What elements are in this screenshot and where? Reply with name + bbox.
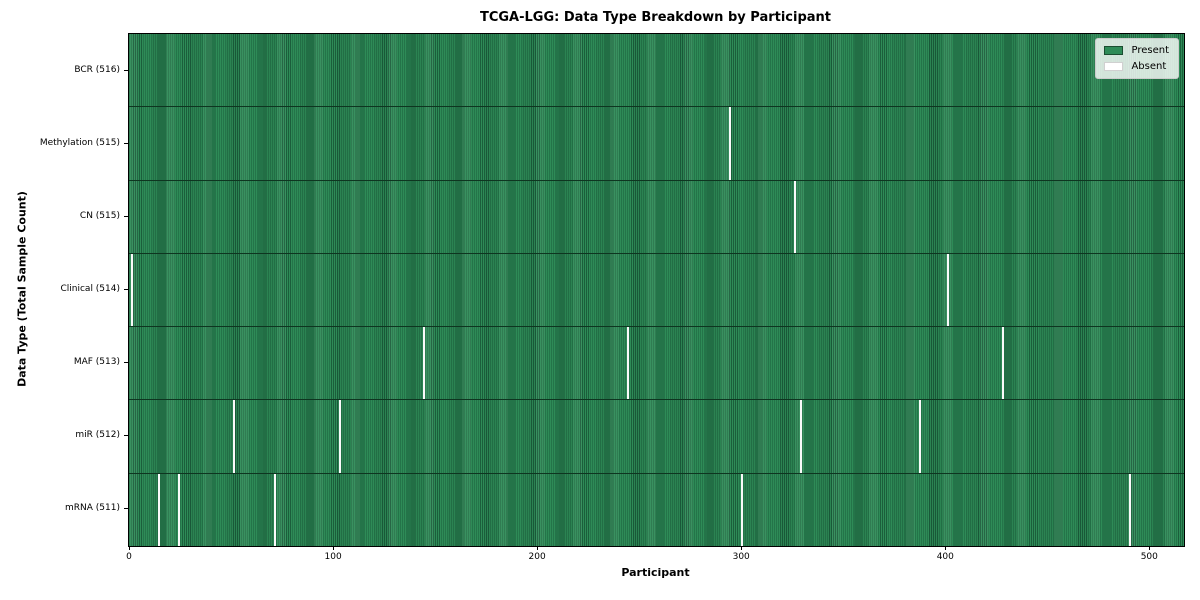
x-tick-mark <box>741 546 743 550</box>
y-tick-label-maf: MAF (513) <box>73 357 120 368</box>
y-tick-label-mrna: mRNA (511) <box>65 503 120 514</box>
heatmap-row-cn <box>129 179 1184 253</box>
x-tick-label-400: 400 <box>936 552 954 562</box>
legend-label-present: Present <box>1131 45 1169 56</box>
y-tick-mark <box>124 362 128 364</box>
present-swatch <box>1104 46 1124 55</box>
y-tick-mark <box>124 215 128 217</box>
heatmap-row-clinical <box>129 252 1184 327</box>
absent-gap-mir-51 <box>233 400 236 473</box>
heatmap-row-methylation <box>129 106 1184 180</box>
y-tick-label-mir: miR (512) <box>75 430 120 441</box>
y-tick-mark <box>124 289 128 290</box>
absent-gap-mrna-71 <box>273 473 276 546</box>
x-tick-mark <box>537 546 539 550</box>
x-tick-mark <box>129 546 130 550</box>
y-tick-mark <box>124 69 128 71</box>
y-tick-mark <box>124 142 128 144</box>
heatmap-row-bcr <box>129 34 1184 107</box>
x-tick-mark <box>945 546 947 550</box>
y-tick-label-cn: CN (515) <box>79 210 120 221</box>
legend: Present Absent <box>1095 38 1179 79</box>
absent-gap-clinical-401 <box>947 253 950 327</box>
x-axis-title: Participant <box>621 566 690 579</box>
absent-gap-maf-244 <box>626 327 629 400</box>
y-axis: BCR (516) Methylation (515) CN (515) Clinic… <box>0 33 128 545</box>
heatmap-row-mir <box>129 399 1184 473</box>
heatmap-row-mrna <box>129 472 1184 546</box>
absent-swatch <box>1104 62 1124 71</box>
legend-item-absent: Absent <box>1104 61 1169 72</box>
x-tick-label-500: 500 <box>1140 552 1158 562</box>
absent-gap-mrna-300 <box>741 473 744 546</box>
absent-gap-mrna-14 <box>157 473 160 546</box>
plot-area: Present Absent <box>128 33 1185 547</box>
absent-gap-maf-144 <box>422 327 425 400</box>
y-tick-mark <box>124 508 128 510</box>
x-tick-label-0: 0 <box>126 552 132 562</box>
absent-gap-mrna-490 <box>1128 473 1131 546</box>
absent-gap-mir-329 <box>800 400 803 473</box>
y-tick-mark <box>124 435 128 437</box>
x-tick-mark <box>1149 546 1151 550</box>
y-tick-label-methylation: Methylation (515) <box>39 137 120 148</box>
x-tick-label-300: 300 <box>732 552 750 562</box>
y-tick-label-clinical: Clinical (514) <box>60 284 120 294</box>
absent-gap-maf-428 <box>1002 327 1005 400</box>
x-tick-label-200: 200 <box>528 552 546 562</box>
absent-gap-methylation-294 <box>728 107 731 180</box>
absent-gap-clinical-1 <box>131 253 134 327</box>
absent-gap-mir-103 <box>339 400 342 473</box>
absent-gap-mrna-24 <box>178 473 180 546</box>
heatmap-row-maf <box>129 326 1184 400</box>
y-tick-label-bcr: BCR (516) <box>74 64 120 75</box>
legend-item-present: Present <box>1104 45 1169 56</box>
legend-label-absent: Absent <box>1131 61 1167 72</box>
chart-title: TCGA-LGG: Data Type Breakdown by Partici… <box>479 10 832 25</box>
x-tick-label-100: 100 <box>324 552 342 562</box>
x-axis: 0 100 200 300 400 500 <box>126 546 1183 570</box>
x-tick-mark <box>333 546 335 550</box>
absent-gap-mir-387 <box>918 400 921 473</box>
absent-gap-cn-326 <box>794 180 797 253</box>
